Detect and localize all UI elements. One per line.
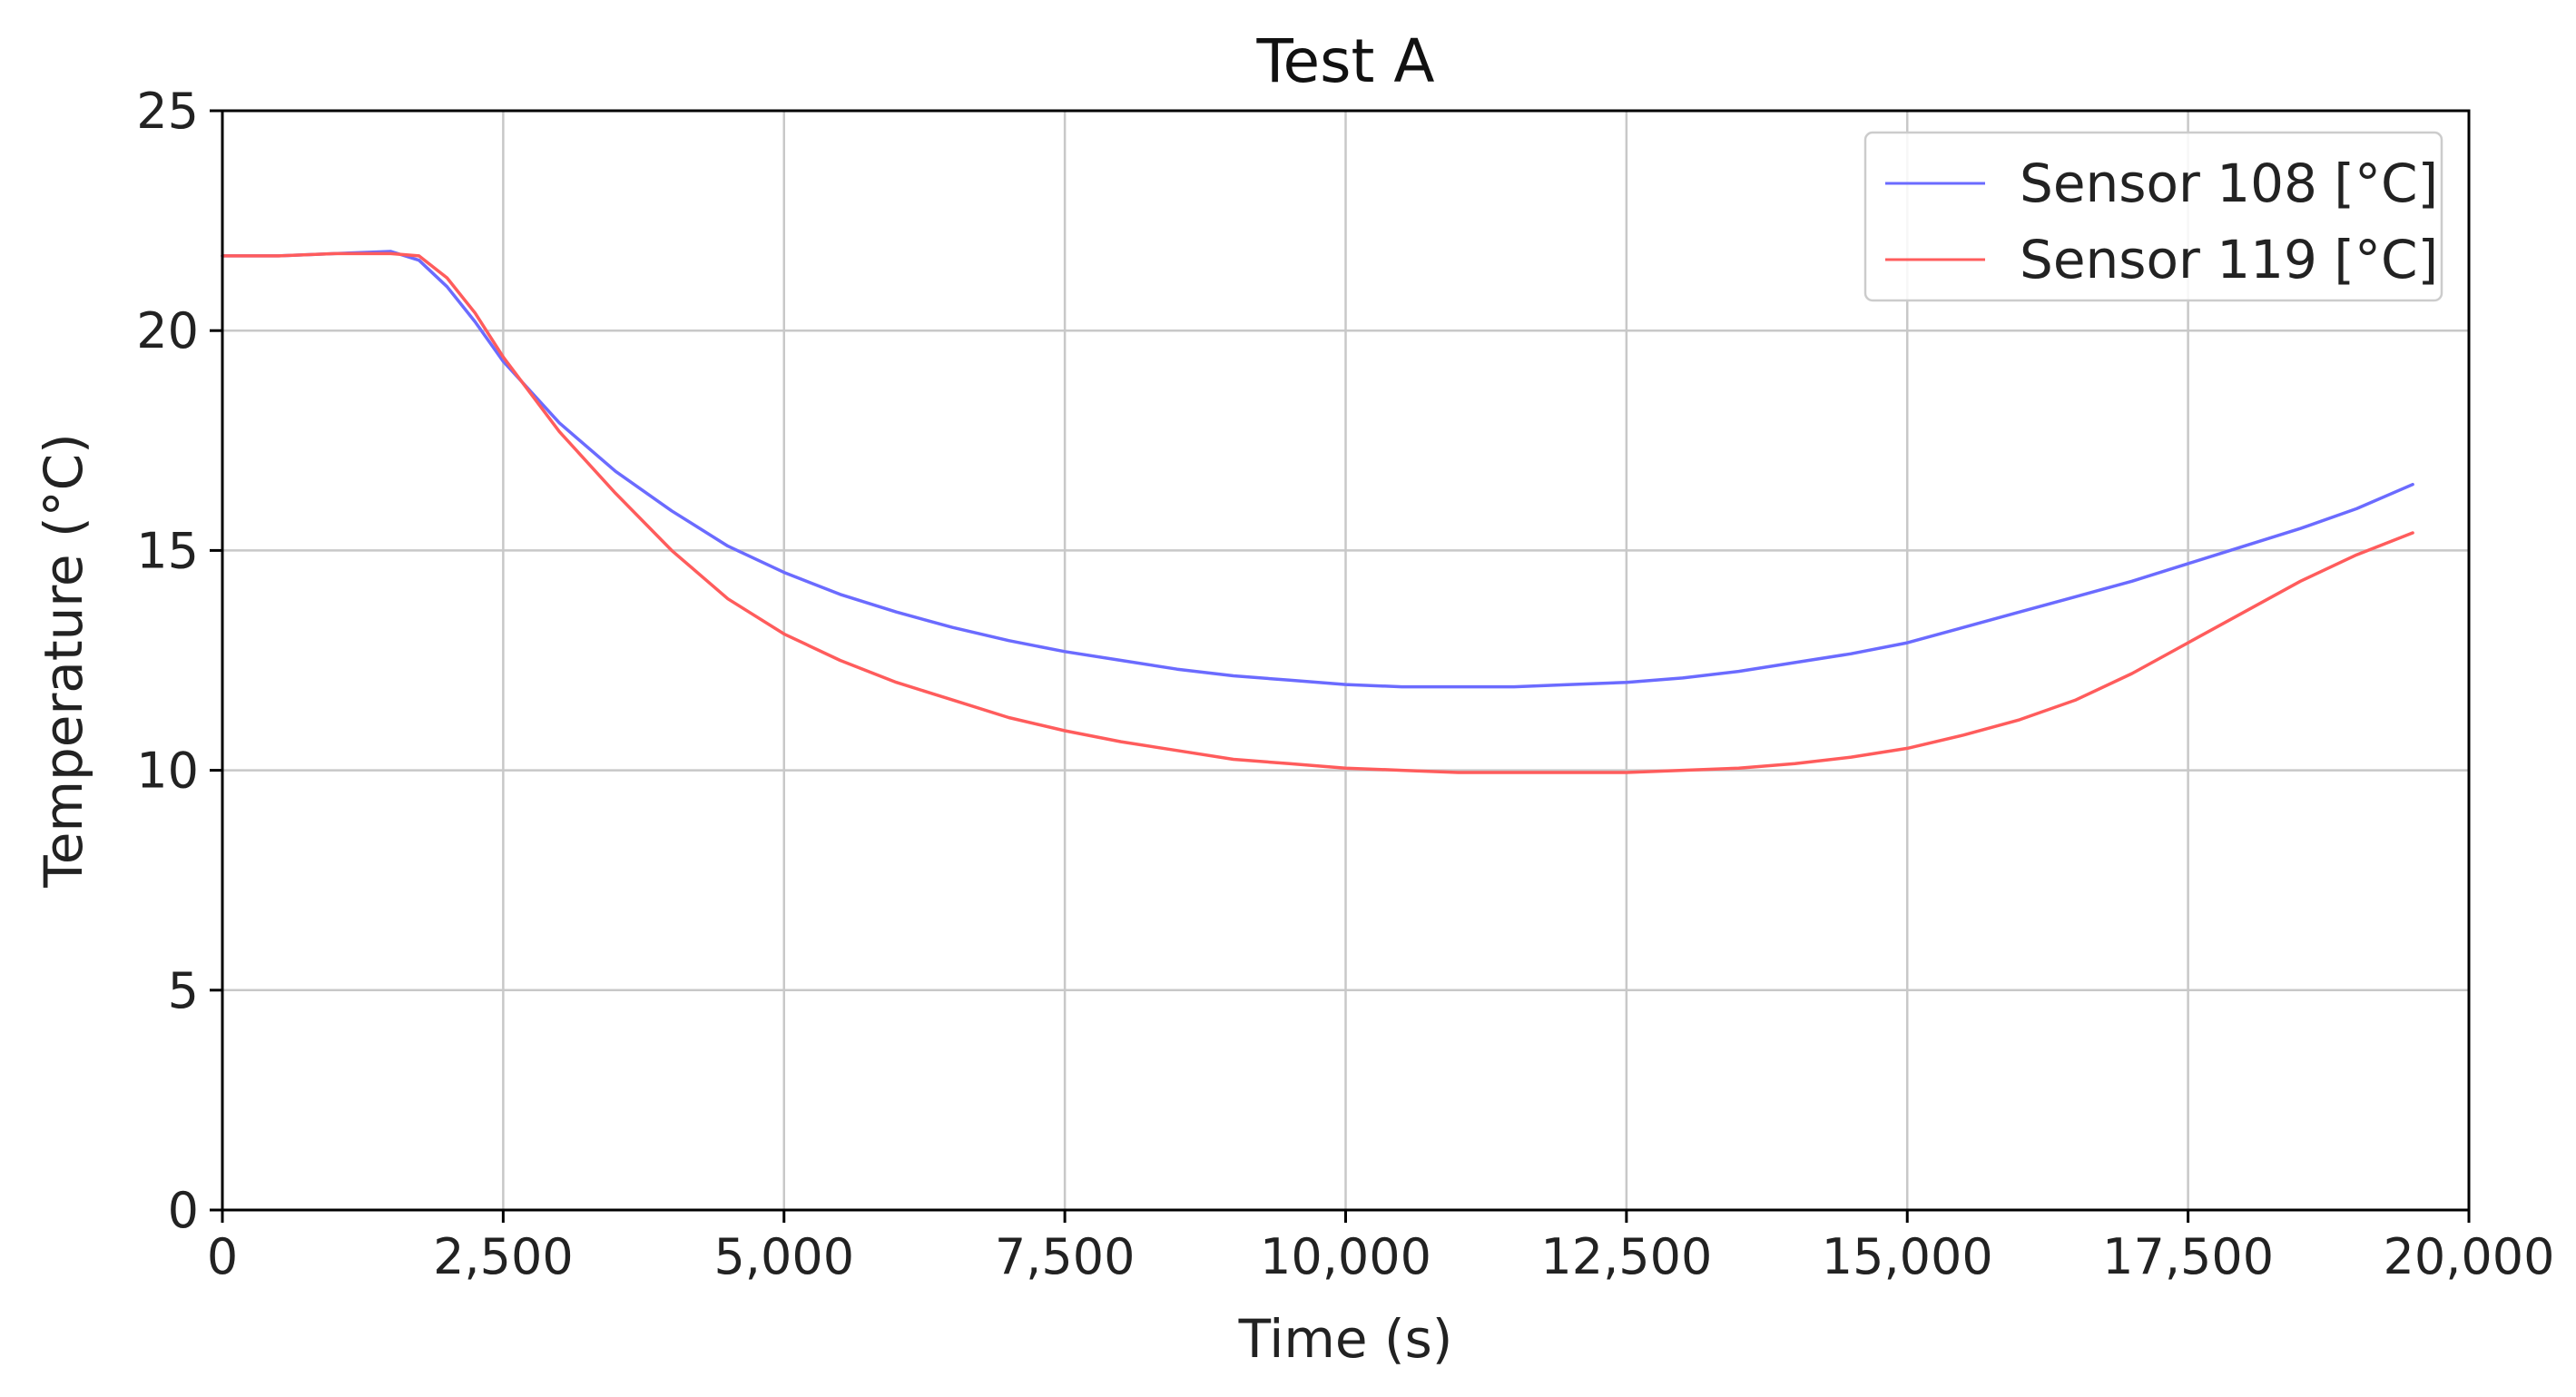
y-axis-label: Temperature (°C) — [33, 433, 94, 889]
x-tick-label: 5,000 — [713, 1228, 854, 1285]
y-tick-label: 5 — [168, 962, 199, 1019]
x-tick-label: 7,500 — [995, 1228, 1136, 1285]
x-tick-label: 20,000 — [2384, 1228, 2555, 1285]
axis-ticks: 0 2,500 5,000 7,500 10,000 12,500 15,000 17,500… — [136, 83, 2554, 1285]
legend-label-sensor-108: Sensor 108 [°C] — [2020, 152, 2438, 214]
series-line-sensor-108 — [221, 250, 2414, 689]
x-tick-label: 0 — [207, 1228, 238, 1285]
y-tick-label: 0 — [168, 1182, 199, 1239]
series-lines — [221, 250, 2414, 774]
x-tick-label: 10,000 — [1260, 1228, 1431, 1285]
legend-label-sensor-119: Sensor 119 [°C] — [2020, 229, 2438, 290]
x-tick-label: 15,000 — [1822, 1228, 1993, 1285]
y-tick-label: 10 — [136, 743, 199, 800]
y-tick-label: 25 — [136, 83, 199, 140]
series-line-sensor-119 — [221, 251, 2414, 774]
y-tick-label: 20 — [136, 302, 199, 359]
legend-box — [1863, 131, 2443, 302]
x-axis-label: Time (s) — [1238, 1308, 1453, 1370]
chart-title: Test A — [1255, 26, 1434, 96]
x-tick-label: 17,500 — [2102, 1228, 2274, 1285]
x-tick-label: 2,500 — [433, 1228, 574, 1285]
x-tick-label: 12,500 — [1540, 1228, 1712, 1285]
legend: Sensor 108 [°C] Sensor 119 [°C] — [1863, 131, 2443, 302]
y-tick-label: 15 — [136, 522, 199, 579]
